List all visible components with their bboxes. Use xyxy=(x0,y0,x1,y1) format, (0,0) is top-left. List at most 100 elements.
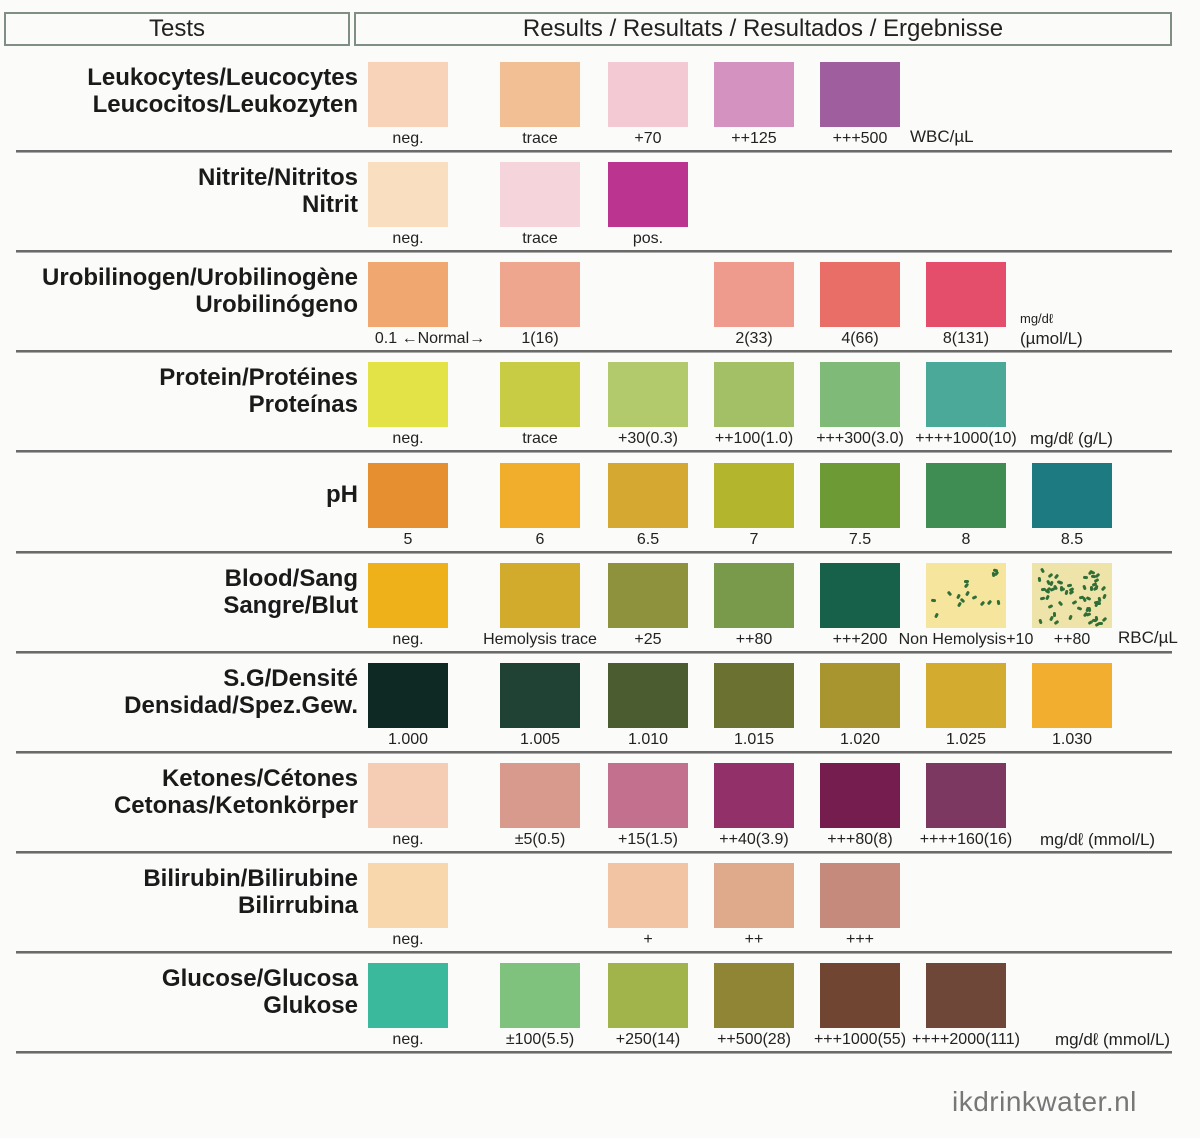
color-swatch xyxy=(500,963,580,1028)
blood-speck xyxy=(986,599,993,606)
row-divider xyxy=(16,551,1172,553)
color-swatch xyxy=(368,763,448,828)
blood-speck xyxy=(1047,572,1054,579)
row-divider-shadow xyxy=(16,1053,1172,1054)
result-label: +25 xyxy=(634,631,662,648)
unit-label: mg/dℓ (g/L) xyxy=(1030,429,1113,448)
color-swatch xyxy=(926,262,1006,327)
blood-speck xyxy=(1097,622,1103,626)
test-name-line: Bilirrubina xyxy=(237,892,358,919)
result-label: neg. xyxy=(392,631,424,648)
result-label: trace xyxy=(522,230,558,247)
row-divider-shadow xyxy=(16,553,1172,554)
result-label: 8.5 xyxy=(1060,531,1084,548)
result-label: 1.015 xyxy=(733,731,775,748)
color-swatch xyxy=(926,963,1006,1028)
row-divider-shadow xyxy=(16,252,1172,253)
row-divider-shadow xyxy=(16,653,1172,654)
color-swatch xyxy=(714,563,794,628)
result-label: 4(66) xyxy=(841,330,879,347)
result-label: ++ xyxy=(744,931,764,948)
result-label: ++++2000(111) xyxy=(912,1031,1020,1048)
result-label: neg. xyxy=(392,931,424,948)
row-divider xyxy=(16,450,1172,452)
result-label: +++200 xyxy=(832,631,888,648)
result-label: 6.5 xyxy=(636,531,660,548)
color-swatch xyxy=(500,463,580,528)
blood-speck xyxy=(964,590,970,597)
result-label: +70 xyxy=(634,130,662,147)
results-header: Results / Resultats / Resultados / Ergeb… xyxy=(354,12,1172,46)
test-name-line: Nitrit xyxy=(302,191,358,218)
result-label: Non Hemolysis+10 xyxy=(898,631,1034,648)
result-label: neg. xyxy=(392,831,424,848)
result-label: 1.005 xyxy=(519,731,561,748)
color-swatch xyxy=(500,262,580,327)
color-swatch xyxy=(820,463,900,528)
test-name-line: Leukocytes/Leucocytes xyxy=(87,64,358,91)
watermark: ikdrinkwater.nl xyxy=(952,1086,1137,1117)
row-divider xyxy=(16,150,1172,152)
result-label: 7.5 xyxy=(848,531,872,548)
blood-speck xyxy=(1049,587,1056,593)
row-divider xyxy=(16,751,1172,753)
result-label: +++1000(55) xyxy=(813,1031,907,1048)
color-swatch xyxy=(608,963,688,1028)
blood-speck xyxy=(1047,603,1054,609)
color-swatch xyxy=(500,62,580,127)
result-label: ++++1000(10) xyxy=(915,430,1017,447)
color-swatch xyxy=(1032,463,1112,528)
color-swatch xyxy=(926,763,1006,828)
unit-label: RBC/µL xyxy=(1118,628,1178,647)
result-label: ±5(0.5) xyxy=(514,831,566,848)
unit-label: WBC/µL xyxy=(910,127,974,146)
test-row: Nitrite/Nitritos Nitrit neg. trace pos. xyxy=(0,152,1200,253)
color-swatch xyxy=(368,563,448,628)
blood-speck xyxy=(1071,599,1078,606)
color-swatch xyxy=(820,362,900,427)
blood-speck xyxy=(1076,606,1083,611)
result-label: 2(33) xyxy=(735,330,773,347)
row-divider-shadow xyxy=(16,152,1172,153)
result-label: ++125 xyxy=(731,130,777,147)
row-divider xyxy=(16,250,1172,252)
blood-speck xyxy=(979,601,986,607)
blood-speck xyxy=(1081,584,1087,591)
tests-header: Tests xyxy=(4,12,350,46)
unit-label-top: mg/dℓ xyxy=(1020,311,1054,326)
color-swatch xyxy=(714,863,794,928)
result-label: +++80(8) xyxy=(827,831,893,848)
test-row: pH 5 6 6.5 7 7.5 8 8.5 xyxy=(0,453,1200,554)
color-swatch xyxy=(368,362,448,427)
result-label: neg. xyxy=(392,1031,424,1048)
test-name: Leukocytes/Leucocytes Leucocitos/Leukozyt… xyxy=(87,64,358,118)
row-divider xyxy=(16,951,1172,953)
test-name-line: Leucocitos/Leukozyten xyxy=(92,91,358,118)
unit-label: (µmol/L) xyxy=(1020,329,1083,348)
result-label: neg. xyxy=(392,430,424,447)
color-swatch xyxy=(926,362,1006,427)
blood-speck xyxy=(997,599,1001,606)
result-label: ++80 xyxy=(735,631,773,648)
color-swatch xyxy=(608,763,688,828)
color-swatch xyxy=(714,763,794,828)
blood-speck xyxy=(1094,584,1099,591)
test-row: Ketones/Cétones Cetonas/Ketonkörper neg. ±5… xyxy=(0,753,1200,854)
color-swatch xyxy=(820,62,900,127)
color-swatch xyxy=(714,463,794,528)
blood-speck xyxy=(1053,620,1060,626)
result-label: 6 xyxy=(535,531,545,548)
color-swatch xyxy=(714,663,794,728)
test-name: Ketones/Cétones Cetonas/Ketonkörper xyxy=(114,765,358,819)
color-swatch xyxy=(500,563,580,628)
color-swatch xyxy=(500,162,580,227)
color-swatch xyxy=(368,463,448,528)
row-divider xyxy=(16,1051,1172,1053)
test-name: Bilirubin/Bilirubine Bilirrubina xyxy=(143,865,358,919)
test-name: Blood/Sang Sangre/Blut xyxy=(223,565,358,619)
result-label: + xyxy=(643,931,653,948)
color-swatch xyxy=(608,563,688,628)
results-header-text: Results / Resultats / Resultados / Ergeb… xyxy=(522,15,1004,42)
test-name-line: Sangre/Blut xyxy=(223,592,358,619)
test-name: Nitrite/Nitritos Nitrit xyxy=(198,164,358,218)
